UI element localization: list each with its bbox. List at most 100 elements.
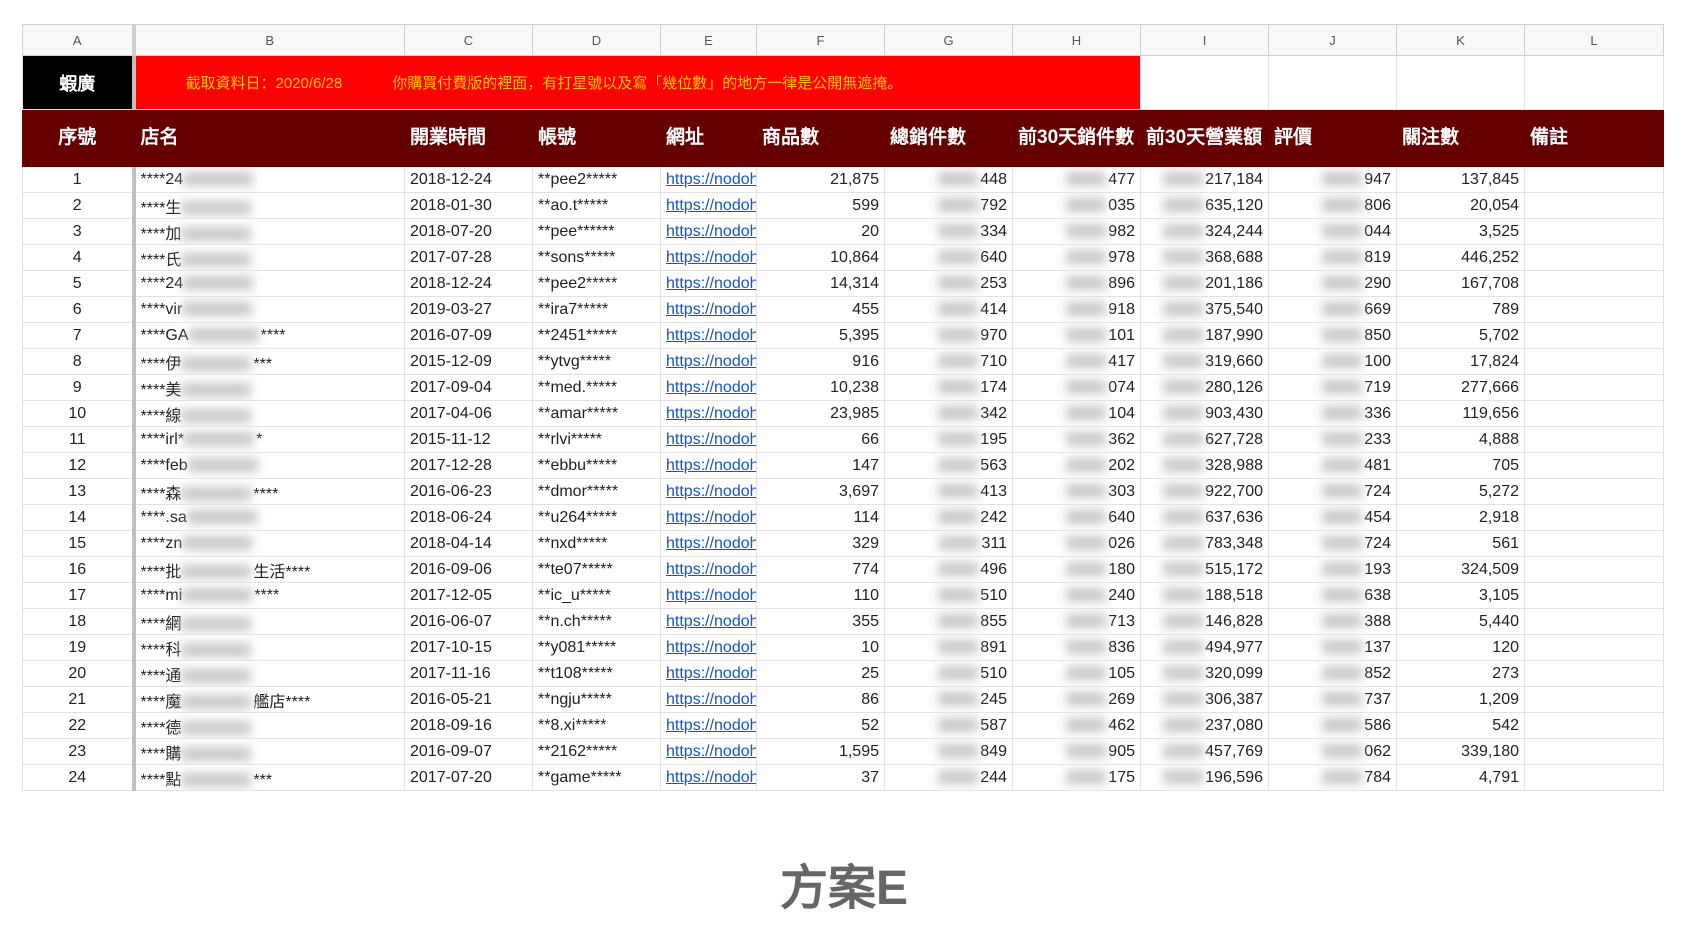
value: 52 <box>861 716 879 734</box>
value: 044 <box>1364 222 1391 240</box>
url-cell: https://nodoh <box>660 348 757 375</box>
url-cell: https://nodoh <box>660 374 757 401</box>
number-cell: 66 <box>756 426 885 453</box>
url-link[interactable]: https://nodoh <box>666 742 757 760</box>
redacted <box>938 666 979 681</box>
url-cell: https://nodoh <box>660 686 757 713</box>
url-link[interactable]: https://nodoh <box>666 716 757 734</box>
column-letter[interactable]: B <box>133 24 405 56</box>
shop-name: ****.sa <box>133 504 405 531</box>
value: 446,252 <box>1461 248 1519 266</box>
value: 413 <box>980 482 1007 500</box>
text-cell: **ytvg***** <box>532 348 661 375</box>
column-letter[interactable]: C <box>404 24 533 56</box>
redacted <box>182 302 253 317</box>
number-cell: 713 <box>1012 608 1141 635</box>
shop-name: ****魔 艦店**** <box>133 686 405 713</box>
value: 640 <box>1108 508 1135 526</box>
text-cell: **pee2***** <box>532 166 661 193</box>
column-letter[interactable]: I <box>1140 24 1269 56</box>
url-link[interactable]: https://nodoh <box>666 404 757 422</box>
value: 903,430 <box>1205 404 1263 422</box>
url-link[interactable]: https://nodoh <box>666 664 757 682</box>
url-link[interactable]: https://nodoh <box>666 378 757 396</box>
text-cell: 2016-09-07 <box>404 738 533 765</box>
number-cell: 710 <box>884 348 1013 375</box>
value: 86 <box>861 690 879 708</box>
url-cell: https://nodoh <box>660 426 757 453</box>
number-cell: 37 <box>756 764 885 791</box>
redacted <box>938 458 979 473</box>
value: 23,985 <box>830 404 879 422</box>
url-link[interactable]: https://nodoh <box>666 196 757 214</box>
column-letter[interactable]: E <box>660 24 757 56</box>
url-link[interactable]: https://nodoh <box>666 690 757 708</box>
value: 180 <box>1108 560 1135 578</box>
redacted <box>1163 172 1204 187</box>
url-link[interactable]: https://nodoh <box>666 248 757 266</box>
url-link[interactable]: https://nodoh <box>666 326 757 344</box>
redacted <box>1322 718 1363 733</box>
url-link[interactable]: https://nodoh <box>666 612 757 630</box>
redacted <box>938 328 979 343</box>
row-number: 11 <box>22 426 136 453</box>
url-link[interactable]: https://nodoh <box>666 430 757 448</box>
text-cell: **pee****** <box>532 218 661 245</box>
url-link[interactable]: https://nodoh <box>666 638 757 656</box>
url-link[interactable]: https://nodoh <box>666 768 757 786</box>
number-cell: 311 <box>884 530 1013 557</box>
cell <box>1524 348 1664 375</box>
number-cell: 201,186 <box>1140 270 1269 297</box>
number-cell: 561 <box>1396 530 1525 557</box>
url-link[interactable]: https://nodoh <box>666 456 757 474</box>
url-link[interactable]: https://nodoh <box>666 170 757 188</box>
value: 819 <box>1364 248 1391 266</box>
url-link[interactable]: https://nodoh <box>666 222 757 240</box>
number-cell: 916 <box>756 348 885 375</box>
number-cell: 303 <box>1012 478 1141 505</box>
redacted <box>1322 380 1363 395</box>
url-link[interactable]: https://nodoh <box>666 300 757 318</box>
url-link[interactable]: https://nodoh <box>666 586 757 604</box>
column-letter[interactable]: J <box>1268 24 1397 56</box>
column-letter[interactable]: K <box>1396 24 1525 56</box>
url-link[interactable]: https://nodoh <box>666 534 757 552</box>
number-cell: 947 <box>1268 166 1397 193</box>
redacted <box>183 172 254 187</box>
value: 105 <box>1108 664 1135 682</box>
url-link[interactable]: https://nodoh <box>666 274 757 292</box>
column-letter[interactable]: D <box>532 24 661 56</box>
column-letter[interactable]: F <box>756 24 885 56</box>
shop-suffix: 生活**** <box>253 563 311 581</box>
url-link[interactable]: https://nodoh <box>666 352 757 370</box>
number-cell: 724 <box>1268 478 1397 505</box>
redacted <box>1066 302 1107 317</box>
shop-suffix: 艦店**** <box>253 693 311 711</box>
url-cell: https://nodoh <box>660 582 757 609</box>
url-link[interactable]: https://nodoh <box>666 482 757 500</box>
redacted <box>938 510 979 525</box>
shop-name: ****生 <box>133 192 405 219</box>
value: 836 <box>1108 638 1135 656</box>
column-letter[interactable]: G <box>884 24 1013 56</box>
shop-name: ****feb <box>133 452 405 479</box>
url-link[interactable]: https://nodoh <box>666 560 757 578</box>
text-cell: **t108***** <box>532 660 661 687</box>
cell <box>1524 426 1664 453</box>
number-cell: 044 <box>1268 218 1397 245</box>
column-letter[interactable]: L <box>1524 24 1664 56</box>
text-cell: **ira7***** <box>532 296 661 323</box>
cell <box>1268 55 1397 110</box>
number-cell: 417 <box>1012 348 1141 375</box>
redacted <box>938 432 979 447</box>
shop-name: ****vir <box>133 296 405 323</box>
url-link[interactable]: https://nodoh <box>666 508 757 526</box>
column-letter[interactable]: H <box>1012 24 1141 56</box>
caption: 方案E <box>779 862 909 915</box>
row-number: 1 <box>22 166 136 193</box>
number-cell: 3,697 <box>756 478 885 505</box>
column-letter[interactable]: A <box>22 24 136 56</box>
shop-name: ****加 <box>133 218 405 245</box>
redacted <box>938 614 979 629</box>
value: 328,988 <box>1205 456 1263 474</box>
